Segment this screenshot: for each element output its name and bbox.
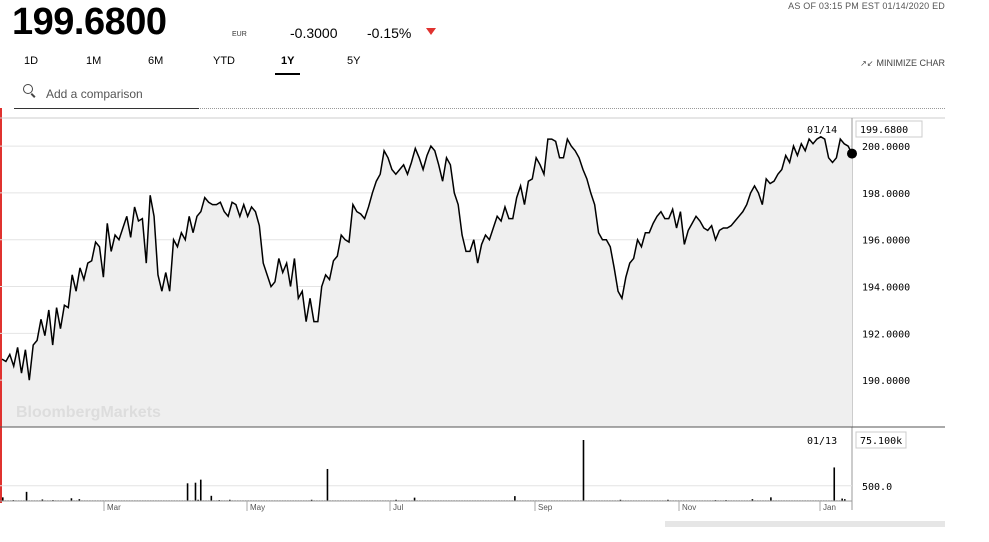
minimize-chart-label: MINIMIZE CHAR (876, 58, 946, 68)
volume-bar (395, 499, 397, 501)
comparison-search (14, 80, 199, 109)
minimize-chart-button[interactable]: ↗↙ MINIMIZE CHAR (860, 58, 945, 68)
volume-bar (833, 467, 836, 501)
x-tick-label: May (250, 503, 265, 512)
range-1d[interactable]: 1D (24, 55, 39, 67)
volume-y-tick-label: 500.0 (862, 482, 892, 493)
last-price: 199.6800 (12, 1, 167, 43)
volume-bar (186, 483, 189, 501)
last-date-label: 01/14 (807, 125, 837, 136)
price-change-percent: -0.15% (367, 25, 412, 41)
range-1m[interactable]: 1M (86, 55, 102, 67)
volume-bar (310, 499, 313, 501)
volume-bar (194, 482, 197, 501)
volume-bar (78, 499, 81, 501)
volume-last-date-label: 01/13 (807, 436, 837, 447)
scroll-track[interactable] (665, 521, 945, 527)
volume-bar (844, 499, 846, 501)
volume-bar (228, 499, 231, 501)
comparison-input[interactable] (44, 86, 198, 102)
y-tick-label: 198.0000 (862, 189, 910, 200)
volume-bar (199, 479, 202, 501)
volume-bar (582, 440, 585, 501)
x-tick-label: Mar (107, 503, 121, 512)
price-change: -0.3000 (290, 25, 338, 41)
collapse-arrows-icon: ↗↙ (860, 59, 874, 68)
volume-last-value-label: 75.100k (860, 436, 902, 447)
volume-bar (25, 491, 28, 501)
active-indicator-bar (0, 108, 2, 503)
price-line (1, 135, 853, 381)
x-tick-label: Jul (393, 503, 403, 512)
volume-bar (41, 499, 44, 501)
time-range-selector: 1D 1M 6M YTD 1Y 5Y (0, 55, 400, 77)
x-tick-label: Nov (682, 503, 696, 512)
divider (200, 108, 945, 109)
currency-label: EUR (232, 31, 247, 38)
last-price-marker (847, 148, 857, 159)
volume-bar (413, 497, 416, 501)
volume-bar (210, 495, 213, 501)
volume-bar (619, 499, 622, 501)
range-5y[interactable]: 5Y (347, 55, 361, 67)
volume-bar (70, 498, 73, 501)
volume-bar (197, 499, 199, 501)
x-tick-label: Jan (823, 503, 836, 512)
y-tick-label: 192.0000 (862, 329, 910, 340)
volume-bar (841, 498, 843, 501)
volume-last-value-box (855, 431, 907, 449)
volume-bar (326, 468, 329, 501)
last-value-box (855, 120, 923, 138)
y-tick-label: 194.0000 (862, 283, 910, 294)
watermark-logo: BloombergMarkets (16, 404, 161, 421)
volume-bar (514, 496, 516, 501)
volume-bar (2, 497, 4, 501)
search-icon (23, 84, 33, 94)
range-1y[interactable]: 1Y (275, 55, 301, 75)
y-tick-label: 200.0000 (862, 142, 910, 153)
volume-bar (770, 497, 772, 501)
volume-bar (751, 499, 754, 501)
y-tick-label: 190.0000 (862, 376, 910, 387)
range-ytd[interactable]: YTD (213, 55, 235, 67)
last-value-label: 199.6800 (860, 125, 908, 136)
y-tick-label: 196.0000 (862, 236, 910, 247)
x-tick-label: Sep (538, 503, 553, 512)
range-6m[interactable]: 6M (148, 55, 164, 67)
as-of-timestamp: AS OF 03:15 PM EST 01/14/2020 ED (788, 1, 945, 11)
down-arrow-icon (426, 28, 436, 35)
volume-bar (667, 499, 669, 501)
price-area-fill (2, 136, 852, 428)
